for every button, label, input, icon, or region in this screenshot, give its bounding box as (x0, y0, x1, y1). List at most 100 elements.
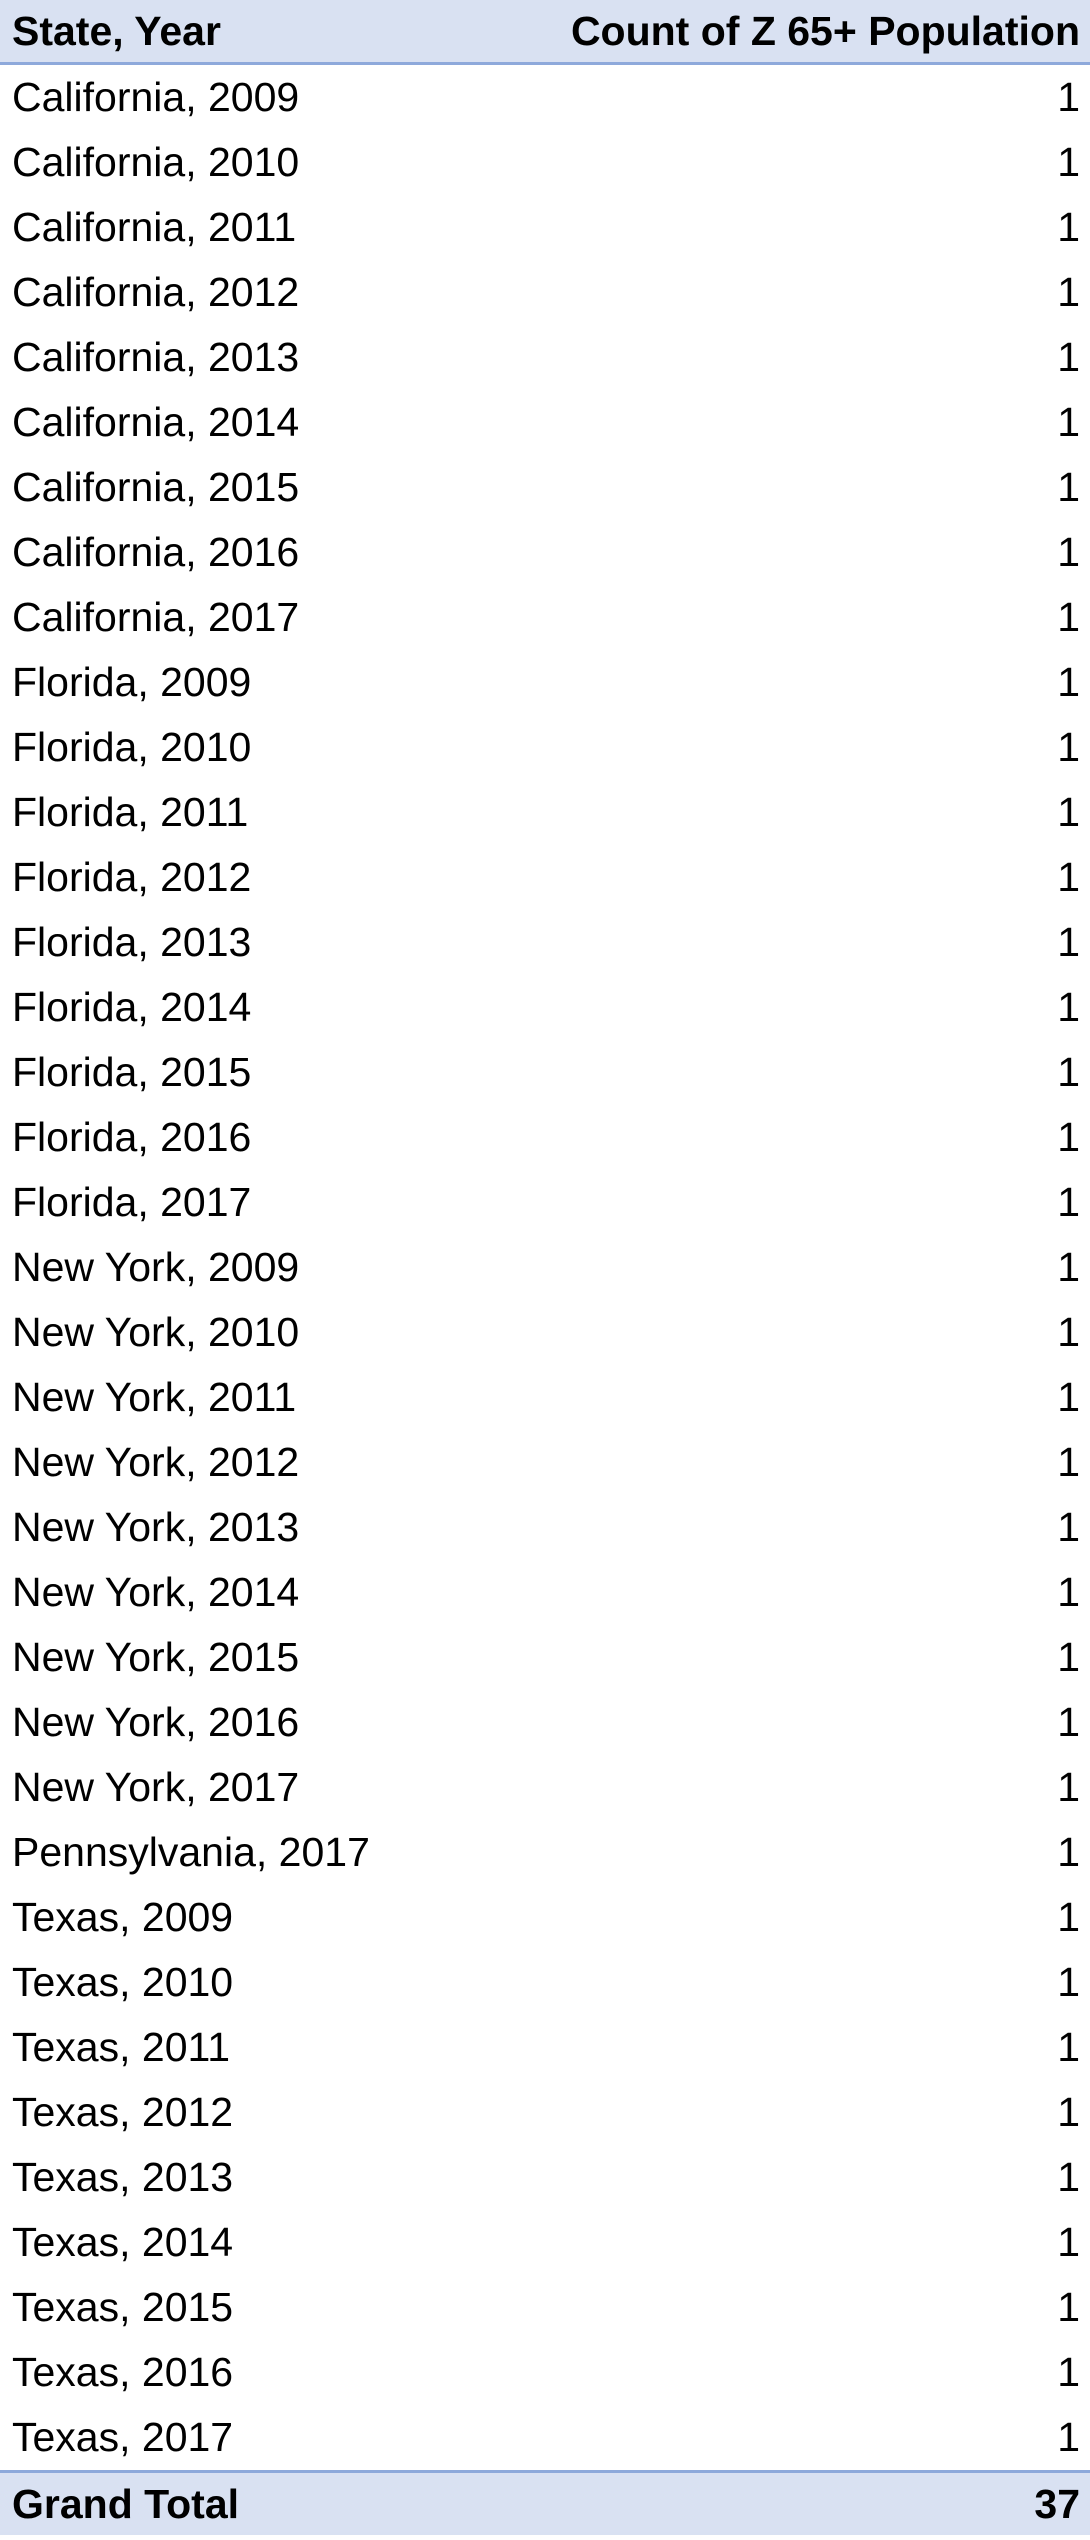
row-value: 1 (1057, 789, 1080, 835)
row-value: 1 (1057, 334, 1080, 380)
row-value: 1 (1057, 1244, 1080, 1290)
row-value: 1 (1057, 2414, 1080, 2460)
row-label: California, 2014 (12, 399, 300, 445)
row-label: Florida, 2017 (12, 1179, 252, 1225)
grand-total-value: 37 (1034, 2480, 1080, 2527)
row-label: Texas, 2015 (12, 2284, 234, 2330)
table-row[interactable]: Florida, 2015 1 (0, 1040, 1090, 1105)
table-row[interactable]: Florida, 2014 1 (0, 975, 1090, 1040)
header-row-label[interactable]: State, Year (12, 7, 221, 54)
table-row[interactable]: Texas, 2014 1 (0, 2210, 1090, 2275)
table-row[interactable]: Florida, 2011 1 (0, 780, 1090, 845)
table-row[interactable]: Texas, 2010 1 (0, 1950, 1090, 2015)
row-label: Florida, 2012 (12, 854, 252, 900)
row-label: Texas, 2013 (12, 2154, 234, 2200)
table-row[interactable]: California, 2015 1 (0, 455, 1090, 520)
row-label: Florida, 2009 (12, 659, 252, 705)
row-value: 1 (1057, 919, 1080, 965)
table-row[interactable]: Florida, 2012 1 (0, 845, 1090, 910)
table-row[interactable]: California, 2014 1 (0, 390, 1090, 455)
table-row[interactable]: New York, 2012 1 (0, 1430, 1090, 1495)
table-row[interactable]: New York, 2017 1 (0, 1755, 1090, 1820)
table-row[interactable]: Florida, 2013 1 (0, 910, 1090, 975)
table-row[interactable]: Florida, 2017 1 (0, 1170, 1090, 1235)
table-row[interactable]: New York, 2009 1 (0, 1235, 1090, 1300)
row-value: 1 (1057, 1374, 1080, 1420)
table-row[interactable]: California, 2013 1 (0, 325, 1090, 390)
row-value: 1 (1057, 2349, 1080, 2395)
row-value: 1 (1057, 594, 1080, 640)
table-row[interactable]: New York, 2013 1 (0, 1495, 1090, 1560)
table-row[interactable]: California, 2016 1 (0, 520, 1090, 585)
pivot-body: California, 2009 1 California, 2010 1 Califo… (0, 65, 1090, 2470)
row-label: California, 2017 (12, 594, 300, 640)
table-row[interactable]: New York, 2015 1 (0, 1625, 1090, 1690)
row-label: Texas, 2010 (12, 1959, 234, 2005)
table-row[interactable]: California, 2017 1 (0, 585, 1090, 650)
table-row[interactable]: Florida, 2009 1 (0, 650, 1090, 715)
row-value: 1 (1057, 724, 1080, 770)
row-label: Texas, 2016 (12, 2349, 234, 2395)
row-value: 1 (1057, 1179, 1080, 1225)
row-value: 1 (1057, 1764, 1080, 1810)
row-label: Florida, 2016 (12, 1114, 252, 1160)
row-label: California, 2010 (12, 139, 300, 185)
table-row[interactable]: New York, 2016 1 (0, 1690, 1090, 1755)
row-value: 1 (1057, 1114, 1080, 1160)
table-row[interactable]: Texas, 2011 1 (0, 2015, 1090, 2080)
table-row[interactable]: Texas, 2016 1 (0, 2340, 1090, 2405)
table-row[interactable]: Florida, 2016 1 (0, 1105, 1090, 1170)
row-value: 1 (1057, 74, 1080, 120)
row-label: Texas, 2009 (12, 1894, 234, 1940)
row-value: 1 (1057, 984, 1080, 1030)
row-value: 1 (1057, 204, 1080, 250)
table-row[interactable]: Texas, 2012 1 (0, 2080, 1090, 2145)
row-value: 1 (1057, 1309, 1080, 1355)
row-label: New York, 2016 (12, 1699, 300, 1745)
row-label: New York, 2014 (12, 1569, 300, 1615)
table-row[interactable]: Texas, 2009 1 (0, 1885, 1090, 1950)
row-value: 1 (1057, 1049, 1080, 1095)
row-label: California, 2009 (12, 74, 300, 120)
row-label: Florida, 2015 (12, 1049, 252, 1095)
table-row[interactable]: California, 2009 1 (0, 65, 1090, 130)
row-label: New York, 2012 (12, 1439, 300, 1485)
row-value: 1 (1057, 1504, 1080, 1550)
table-row[interactable]: Texas, 2017 1 (0, 2405, 1090, 2470)
row-value: 1 (1057, 2284, 1080, 2330)
row-label: California, 2015 (12, 464, 300, 510)
table-row[interactable]: New York, 2010 1 (0, 1300, 1090, 1365)
table-row[interactable]: California, 2011 1 (0, 195, 1090, 260)
row-label: New York, 2017 (12, 1764, 300, 1810)
row-value: 1 (1057, 854, 1080, 900)
row-label: California, 2016 (12, 529, 300, 575)
pivot-header-row[interactable]: State, Year Count of Z 65+ Population (0, 0, 1090, 65)
header-value-label[interactable]: Count of Z 65+ Population (570, 7, 1080, 54)
row-label: Florida, 2014 (12, 984, 252, 1030)
table-row[interactable]: California, 2010 1 (0, 130, 1090, 195)
row-value: 1 (1057, 399, 1080, 445)
table-row[interactable]: Texas, 2013 1 (0, 2145, 1090, 2210)
row-value: 1 (1057, 464, 1080, 510)
row-value: 1 (1057, 2154, 1080, 2200)
row-label: New York, 2015 (12, 1634, 300, 1680)
row-label: Texas, 2017 (12, 2414, 234, 2460)
table-row[interactable]: California, 2012 1 (0, 260, 1090, 325)
grand-total-row[interactable]: Grand Total 37 (0, 2470, 1090, 2535)
table-row[interactable]: Texas, 2015 1 (0, 2275, 1090, 2340)
row-label: Florida, 2011 (12, 789, 249, 835)
row-value: 1 (1057, 529, 1080, 575)
row-label: California, 2012 (12, 269, 300, 315)
table-row[interactable]: New York, 2011 1 (0, 1365, 1090, 1430)
row-value: 1 (1057, 139, 1080, 185)
row-label: California, 2011 (12, 204, 297, 250)
row-value: 1 (1057, 2024, 1080, 2070)
table-row[interactable]: Florida, 2010 1 (0, 715, 1090, 780)
table-row[interactable]: New York, 2014 1 (0, 1560, 1090, 1625)
row-value: 1 (1057, 1699, 1080, 1745)
row-value: 1 (1057, 269, 1080, 315)
row-value: 1 (1057, 1894, 1080, 1940)
table-row[interactable]: Pennsylvania, 2017 1 (0, 1820, 1090, 1885)
row-label: Florida, 2013 (12, 919, 252, 965)
